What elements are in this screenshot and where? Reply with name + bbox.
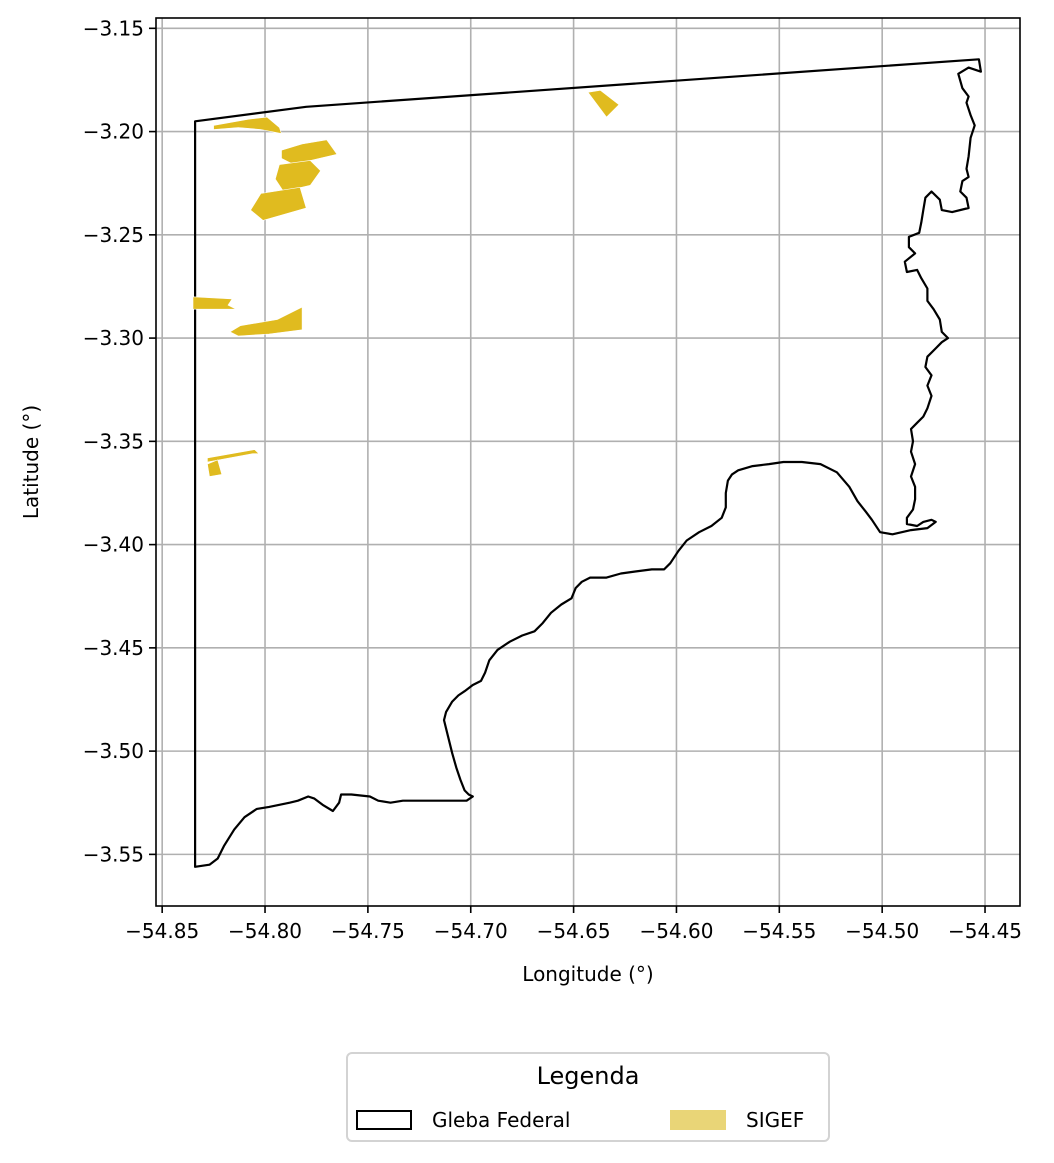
x-tick-label: −54.60	[639, 919, 713, 943]
x-tick-label: −54.55	[742, 919, 816, 943]
x-tick-label: −54.85	[125, 919, 199, 943]
y-tick-label: −3.50	[83, 739, 144, 763]
y-axis-label: Latitude (°)	[19, 405, 43, 519]
y-tick-label: −3.35	[83, 429, 144, 453]
sigef-parcel	[587, 89, 620, 118]
y-tick-label: −3.45	[83, 636, 144, 660]
sigef-parcel	[229, 306, 303, 337]
gleba-federal-layer	[194, 58, 982, 868]
sigef-parcel	[213, 116, 282, 134]
x-tick-label: −54.70	[434, 919, 508, 943]
gleba-federal-swatch	[356, 1110, 412, 1130]
y-tick-label: −3.20	[83, 120, 144, 144]
y-tick-label: −3.40	[83, 533, 144, 557]
sigef-swatch	[670, 1110, 726, 1130]
gleba-federal-boundary	[194, 58, 982, 868]
y-tick-label: −3.55	[83, 842, 144, 866]
y-tick-label: −3.30	[83, 326, 144, 350]
legend-title: Legenda	[536, 1062, 640, 1090]
legend-label-sigef: SIGEF	[746, 1108, 805, 1132]
x-tick-label: −54.45	[948, 919, 1022, 943]
legend: Legenda Gleba Federal SIGEF	[346, 1052, 830, 1142]
sigef-parcel	[207, 459, 223, 477]
axes-frame	[155, 17, 1021, 907]
x-tick-label: −54.80	[228, 919, 302, 943]
axis-ticks: −54.85 −54.80 −54.75 −54.70 −54.65 −54.60 −54.…	[83, 16, 1022, 943]
sigef-parcel	[274, 160, 321, 192]
x-tick-label: −54.50	[845, 919, 919, 943]
x-tick-label: −54.75	[331, 919, 405, 943]
sigef-layer	[192, 89, 620, 477]
x-tick-label: −54.65	[537, 919, 611, 943]
grid-lines	[156, 18, 1020, 906]
y-tick-label: −3.25	[83, 223, 144, 247]
sigef-parcel	[281, 139, 338, 165]
legend-label-gleba-federal: Gleba Federal	[432, 1108, 571, 1132]
y-tick-label: −3.15	[83, 16, 144, 40]
sigef-parcel	[207, 449, 260, 463]
sigef-parcel	[192, 296, 237, 310]
sigef-parcel	[250, 186, 307, 221]
x-axis-label: Longitude (°)	[522, 962, 653, 986]
